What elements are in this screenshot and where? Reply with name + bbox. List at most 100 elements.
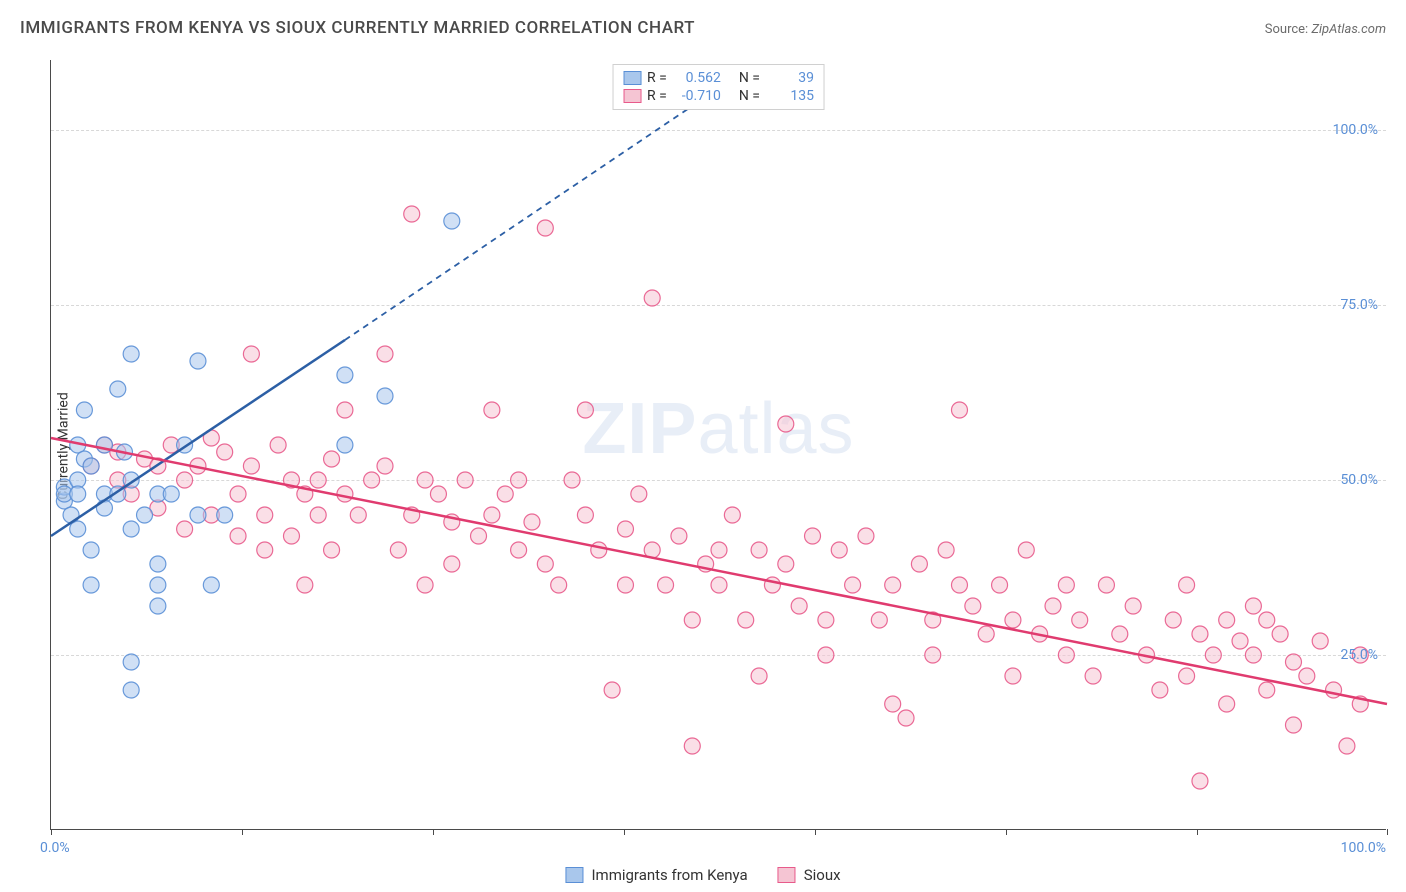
scatter-point [631,486,647,502]
scatter-point [965,598,981,614]
source-attribution: Source: ZipAtlas.com [1265,22,1386,37]
y-tick-label: 25.0% [1340,647,1378,663]
x-tick [1006,829,1007,835]
plot-area: ZIPatlas R = 0.562 N = 39 R = -0.710 N =… [50,60,1386,830]
scatter-point [658,577,674,593]
scatter-point [684,612,700,628]
scatter-point [591,542,607,558]
scatter-point [217,507,233,523]
scatter-point [778,556,794,572]
scatter-point [1098,577,1114,593]
scatter-point [1272,626,1288,642]
scatter-point [150,577,166,593]
scatter-point [551,577,567,593]
scatter-point [805,528,821,544]
scatter-point [1205,647,1221,663]
scatter-point [484,402,500,418]
scatter-point [1165,612,1181,628]
scatter-point [163,486,179,502]
scatter-point [564,472,580,488]
scatter-point [845,577,861,593]
scatter-svg [51,60,1386,829]
scatter-point [310,472,326,488]
scatter-point [377,458,393,474]
r-label: R = [647,70,667,86]
scatter-point [457,472,473,488]
scatter-point [350,507,366,523]
legend-swatch-sioux [778,867,796,883]
scatter-point [203,577,219,593]
legend-label-kenya: Immigrants from Kenya [591,866,747,884]
scatter-point [684,738,700,754]
scatter-point [257,507,273,523]
scatter-point [404,206,420,222]
n-label: N = [739,88,760,104]
scatter-point [1312,633,1328,649]
scatter-point [484,507,500,523]
r-value-sioux: -0.710 [675,88,721,104]
scatter-point [577,402,593,418]
r-value-kenya: 0.562 [675,70,721,86]
scatter-point [364,472,380,488]
scatter-point [1045,598,1061,614]
scatter-point [1058,647,1074,663]
scatter-point [1125,598,1141,614]
scatter-point [1245,647,1261,663]
scatter-point [430,486,446,502]
n-label: N = [739,70,760,86]
scatter-point [177,472,193,488]
scatter-point [270,437,286,453]
scatter-point [110,381,126,397]
scatter-point [778,416,794,432]
scatter-point [871,612,887,628]
scatter-point [444,556,460,572]
x-tick [624,829,625,835]
x-tick [433,829,434,835]
scatter-point [150,556,166,572]
legend-item-kenya: Immigrants from Kenya [565,866,747,884]
scatter-point [243,346,259,362]
scatter-point [471,528,487,544]
scatter-point [818,647,834,663]
scatter-point [123,654,139,670]
trend-line-extrapolated [345,88,719,340]
scatter-point [738,612,754,628]
x-tick-100: 100.0% [1341,840,1386,856]
scatter-point [951,402,967,418]
scatter-point [1219,612,1235,628]
scatter-point [604,682,620,698]
scatter-point [671,528,687,544]
scatter-point [617,521,633,537]
scatter-point [925,647,941,663]
scatter-point [1058,577,1074,593]
scatter-point [751,542,767,558]
scatter-point [1259,682,1275,698]
scatter-point [898,710,914,726]
legend-row-sioux: R = -0.710 N = 135 [623,87,814,105]
scatter-point [885,577,901,593]
scatter-point [70,486,86,502]
scatter-point [417,472,433,488]
scatter-point [1299,668,1315,684]
scatter-point [511,542,527,558]
scatter-point [858,528,874,544]
n-value-kenya: 39 [768,70,814,86]
scatter-point [1285,654,1301,670]
scatter-point [1285,717,1301,733]
scatter-point [1179,668,1195,684]
scatter-point [938,542,954,558]
scatter-point [537,556,553,572]
scatter-point [444,213,460,229]
scatter-point [123,521,139,537]
scatter-point [1179,577,1195,593]
scatter-point [390,542,406,558]
y-tick-label: 100.0% [1333,122,1378,138]
chart-title: IMMIGRANTS FROM KENYA VS SIOUX CURRENTLY… [20,18,695,38]
scatter-point [1005,612,1021,628]
scatter-point [230,528,246,544]
trend-line [51,438,1387,704]
scatter-point [83,542,99,558]
scatter-point [511,472,527,488]
scatter-point [377,346,393,362]
n-value-sioux: 135 [768,88,814,104]
